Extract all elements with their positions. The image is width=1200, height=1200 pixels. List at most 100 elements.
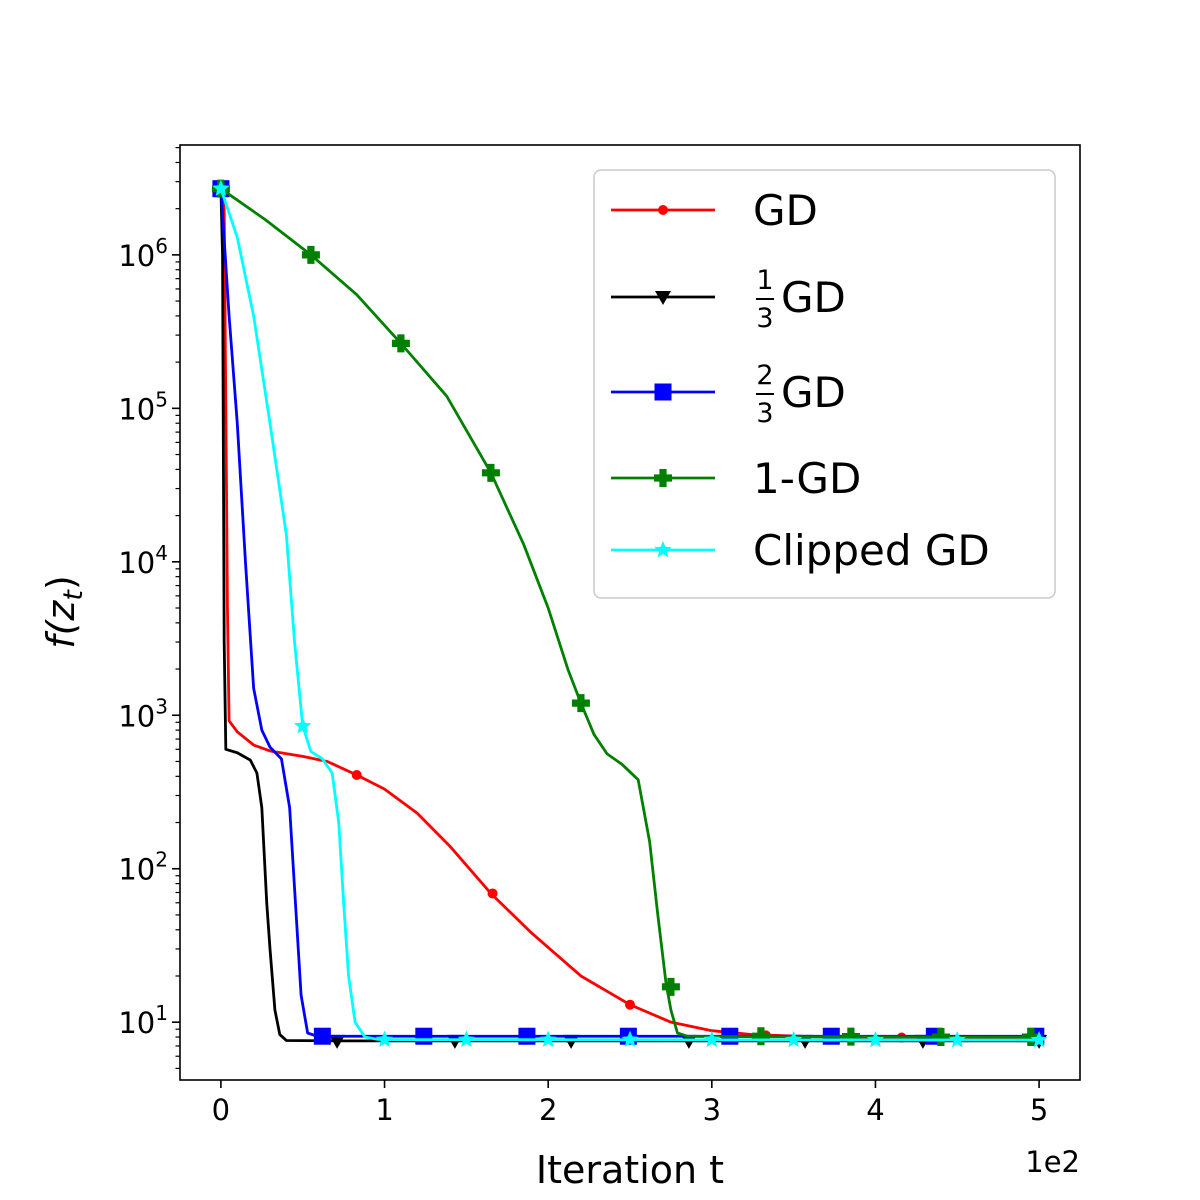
y-tick-label-base-0: 10	[118, 1006, 155, 1040]
series-4-point-2-shape	[375, 1030, 394, 1047]
y-axis-label-base: f(z	[39, 600, 83, 649]
series-4-point-7	[785, 1030, 803, 1048]
legend-item-1-marker-shape	[655, 291, 671, 305]
x-tick-label-4: 4	[866, 1093, 884, 1127]
y-tick-label-base-1: 10	[118, 853, 155, 887]
y-tick-label-exp-0: 1	[155, 1001, 168, 1025]
y-tick-label-exp-1: 2	[155, 848, 168, 872]
y-tick-label-3: 104	[118, 541, 168, 580]
series-2-point-1	[313, 1027, 331, 1045]
series-4-point-10	[1030, 1031, 1048, 1048]
series-3-point-4	[571, 694, 590, 713]
series-4-point-6	[703, 1030, 721, 1048]
series-3-line	[220, 187, 1040, 1039]
series-0-point-3-shape	[625, 999, 635, 1010]
series-4-point-1-shape	[294, 717, 312, 734]
legend-item-3-marker-shape	[654, 469, 672, 487]
y-tick-label-exp-2: 3	[155, 694, 168, 718]
legend-item-4-marker-shape	[654, 541, 672, 558]
series-3-point-6-shape	[751, 1027, 770, 1046]
y-axis-label-close: )	[39, 575, 83, 590]
legend-item-2-marker-shape	[654, 383, 672, 401]
series-2-point-2	[415, 1027, 433, 1045]
series-1-point-5-shape	[797, 1034, 814, 1049]
y-tick-label-1: 102	[118, 848, 168, 887]
axes-frame	[179, 144, 1081, 1081]
x-axis-label: Iteration t	[536, 1148, 724, 1192]
legend-item-1-frac-num: 1	[756, 265, 773, 296]
legend-item-1-label: GD	[781, 273, 846, 322]
x-tick-label-0: 0	[212, 1093, 230, 1127]
x-axis-offset-label: 1e2	[1025, 1145, 1080, 1179]
y-tick-label-base-3: 10	[118, 546, 155, 580]
series-4-point-9	[948, 1031, 966, 1048]
series-4-point-5	[621, 1030, 639, 1047]
legend-item-2-frac-den: 3	[756, 398, 773, 429]
series-4-point-0	[212, 179, 230, 196]
series-3-point-2	[391, 334, 410, 353]
series-3-point-8	[931, 1028, 950, 1047]
y-axis-label: f(zt)	[39, 575, 89, 649]
legend-item-4-label: Clipped GD	[753, 526, 990, 575]
series-3-point-1	[301, 245, 320, 264]
series-4-point-9-shape	[948, 1031, 966, 1048]
series-3-point-2-shape	[391, 334, 410, 353]
legend-item-2-marker	[654, 383, 672, 401]
legend-item-2-label: GD	[781, 368, 846, 417]
legend-item-3-label: 1-GD	[753, 454, 861, 503]
y-tick-label-exp-3: 4	[155, 541, 168, 565]
legend-item-2: 2 3 GD	[611, 360, 846, 429]
series-3-point-7-shape	[841, 1027, 860, 1046]
legend-item-4: Clipped GD	[611, 526, 990, 575]
series-4-point-4-shape	[539, 1030, 557, 1047]
series-1-point-1-shape	[329, 1034, 346, 1049]
y-tick-label-2: 103	[118, 694, 168, 733]
legend-item-2-frac-num: 2	[756, 360, 773, 391]
y-tick-label-base-5: 10	[118, 239, 155, 273]
series-1-line	[219, 188, 1040, 1043]
series-2-point-1-shape	[313, 1027, 331, 1045]
legend-item-1: 1 3 GD	[611, 265, 846, 334]
series-0-point-1-shape	[351, 770, 362, 781]
y-tick-label-base-2: 10	[118, 699, 155, 733]
series-0-point-2-shape	[487, 888, 498, 899]
legend-box	[593, 169, 1056, 599]
legend-item-3: 1-GD	[611, 454, 861, 503]
legend-item-0-marker	[658, 205, 668, 215]
y-axis-label-subscript: t	[58, 589, 89, 601]
series-0-point-3	[625, 999, 635, 1010]
x-tick-label-2: 2	[539, 1093, 557, 1127]
legend-item-1-frac-den: 3	[756, 303, 773, 334]
series-3-point-9-shape	[1021, 1028, 1040, 1047]
series-2-point-3-shape	[518, 1027, 536, 1045]
legend: GD 1 3 GD 2 3 GD 1-GD Clipped GD	[593, 169, 1056, 599]
legend-item-0-marker-shape	[658, 205, 668, 215]
legend-item-0: GD	[611, 186, 818, 235]
legend-item-0-label: GD	[753, 186, 818, 235]
series-4-point-0-shape	[212, 179, 230, 196]
series-4-point-1	[294, 717, 312, 734]
y-tick-label-exp-4: 5	[155, 387, 168, 411]
series-4-point-5-shape	[621, 1030, 639, 1047]
series-3-point-1-shape	[301, 245, 320, 264]
x-tick-label-3: 3	[703, 1093, 721, 1127]
x-tick-label-1: 1	[375, 1093, 393, 1127]
series-3-point-3-shape	[481, 463, 500, 482]
series-4-point-8	[866, 1030, 885, 1048]
series-3-point-6	[751, 1027, 770, 1046]
series-2-point-2-shape	[415, 1027, 433, 1045]
series-0-point-2	[487, 888, 498, 899]
y-tick-label-4: 105	[118, 387, 168, 426]
series-3-point-7	[841, 1027, 860, 1046]
series-2-point-3	[518, 1027, 536, 1045]
series-1-point-5	[797, 1034, 814, 1049]
legend-item-4-marker	[654, 541, 672, 558]
series-4-point-3	[457, 1030, 475, 1047]
plot-area	[211, 179, 1048, 1049]
series-3-point-3	[481, 463, 500, 482]
legend-item-1-marker	[655, 291, 671, 305]
legend-item-3-marker	[654, 469, 672, 487]
series-3-point-8-shape	[931, 1028, 950, 1047]
series-4-point-6-shape	[703, 1030, 721, 1048]
